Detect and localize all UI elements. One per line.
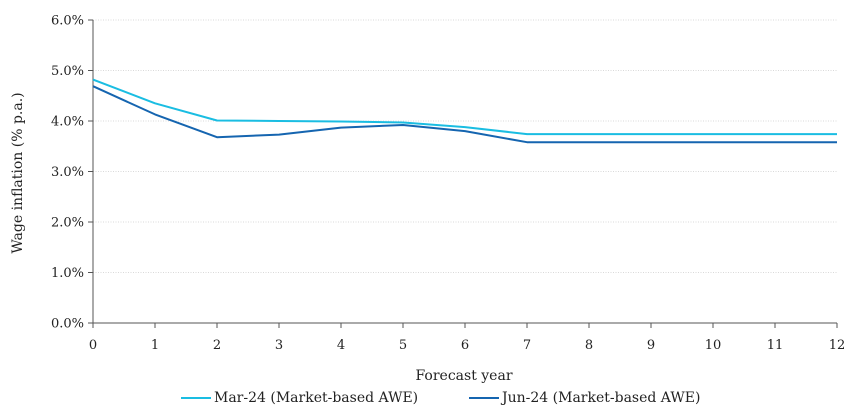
- axes: [88, 19, 838, 328]
- x-tick-label: 0: [89, 338, 97, 353]
- legend-label: Mar-24 (Market-based AWE): [214, 390, 418, 406]
- x-tick-label: 2: [213, 338, 221, 353]
- y-tick-label: 0.0%: [51, 317, 84, 332]
- y-tick-label: 4.0%: [51, 115, 84, 130]
- series-lines: [92, 78, 837, 144]
- gridlines: [93, 19, 837, 273]
- x-tick-label: 11: [767, 338, 784, 353]
- x-tick-label: 4: [337, 338, 345, 353]
- legend-label: Jun-24 (Market-based AWE): [500, 390, 700, 406]
- y-tick-label: 3.0%: [51, 165, 84, 180]
- y-tick-labels: 0.0% 1.0% 2.0% 3.0% 4.0% 5.0% 6.0%: [51, 14, 84, 332]
- legend-item-2: Jun-24 (Market-based AWE): [469, 390, 700, 406]
- x-tick-label: 10: [705, 338, 722, 353]
- series-line-2: [92, 85, 837, 144]
- y-tick-label: 1.0%: [51, 266, 84, 281]
- x-tick-label: 7: [523, 338, 531, 353]
- x-tick-label: 6: [461, 338, 469, 353]
- x-tick-label: 1: [151, 338, 159, 353]
- x-tick-label: 8: [585, 338, 593, 353]
- x-tick-label: 12: [829, 338, 846, 353]
- y-axis-title: Wage inflation (% p.a.): [10, 92, 26, 253]
- x-tick-label: 3: [275, 338, 283, 353]
- x-axis-title: Forecast year: [415, 368, 512, 384]
- series-line-1: [92, 78, 837, 136]
- legend: Mar-24 (Market-based AWE) Jun-24 (Market-…: [181, 390, 700, 406]
- x-tick-label: 5: [399, 338, 407, 353]
- y-tick-label: 5.0%: [51, 64, 84, 79]
- y-tick-label: 2.0%: [51, 216, 84, 231]
- x-tick-label: 9: [647, 338, 655, 353]
- legend-item-1: Mar-24 (Market-based AWE): [181, 390, 418, 406]
- y-tick-label: 6.0%: [51, 14, 84, 29]
- x-tick-labels: 0 1 2 3 4 5 6 7 8 9 10 11 12: [89, 338, 845, 353]
